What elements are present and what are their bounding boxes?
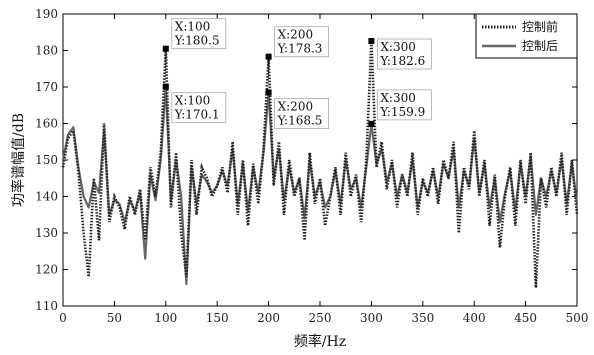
x-tick-label: 150 — [206, 311, 229, 325]
annotation-box — [171, 92, 227, 124]
annotations-layer: X:100Y:180.5X:100Y:170.1X:200Y:178.3X:20… — [162, 18, 432, 129]
annotation-x-label: X:100 — [175, 94, 211, 108]
y-axis-ticks: 110 120 130 140 150 160 170 180 190 — [35, 7, 577, 313]
legend-label-before: 控制前 — [522, 19, 558, 34]
y-axis-label: 功率谱幅值/dB — [10, 113, 27, 207]
annotation-marker — [368, 120, 375, 127]
x-tick-label: 50 — [107, 311, 122, 325]
annotation-y-label: Y:159.9 — [379, 105, 425, 119]
x-axis-label: 频率/Hz — [294, 333, 346, 350]
y-tick-label: 120 — [35, 263, 58, 277]
x-tick-label: 450 — [514, 311, 537, 325]
annotation-box — [376, 89, 432, 121]
plot-area — [62, 13, 578, 307]
annotation-box — [376, 38, 432, 70]
legend: 控制前 控制后 — [475, 13, 578, 59]
annotation-box — [171, 18, 227, 50]
x-tick-label: 350 — [411, 311, 434, 325]
annotation-y-label: Y:180.5 — [174, 34, 220, 48]
annotation-y-label: Y:178.3 — [277, 42, 323, 56]
annotation-box — [274, 26, 330, 58]
x-tick-label: 200 — [257, 311, 280, 325]
x-tick-label: 0 — [59, 311, 67, 325]
x-tick-label: 300 — [360, 311, 383, 325]
y-tick-label: 190 — [35, 7, 58, 21]
x-axis-ticks: 0 50 100 150 200 250 300 350 400 450 500 — [59, 14, 588, 325]
y-tick-label: 140 — [35, 190, 58, 204]
series-layer — [61, 40, 579, 288]
annotation-y-label: Y:170.1 — [174, 108, 220, 122]
annotation-x-label: X:300 — [380, 40, 416, 54]
legend-box — [475, 13, 578, 59]
annotation-x-label: X:100 — [175, 20, 211, 34]
annotation-marker — [368, 38, 375, 45]
series-line-before — [61, 40, 579, 288]
y-tick-label: 170 — [35, 80, 58, 94]
x-tick-label: 400 — [463, 311, 486, 325]
annotation-y-label: Y:182.6 — [379, 54, 425, 68]
y-tick-label: 160 — [35, 117, 58, 131]
y-tick-label: 110 — [35, 299, 58, 313]
x-tick-label: 500 — [566, 311, 589, 325]
x-tick-label: 250 — [309, 311, 332, 325]
annotation-marker — [162, 83, 169, 90]
annotation-marker — [265, 89, 272, 96]
x-tick-label: 100 — [154, 311, 177, 325]
annotation-y-label: Y:168.5 — [277, 113, 323, 127]
y-tick-label: 130 — [35, 226, 58, 240]
annotation-marker — [162, 45, 169, 52]
y-tick-label: 150 — [35, 153, 58, 167]
annotation-x-label: X:200 — [278, 28, 314, 42]
annotation-x-label: X:200 — [278, 99, 314, 113]
y-tick-label: 180 — [35, 44, 58, 58]
annotation-box — [274, 98, 330, 129]
legend-label-after: 控制后 — [522, 39, 558, 53]
annotation-x-label: X:300 — [380, 91, 416, 105]
annotation-marker — [265, 53, 272, 60]
